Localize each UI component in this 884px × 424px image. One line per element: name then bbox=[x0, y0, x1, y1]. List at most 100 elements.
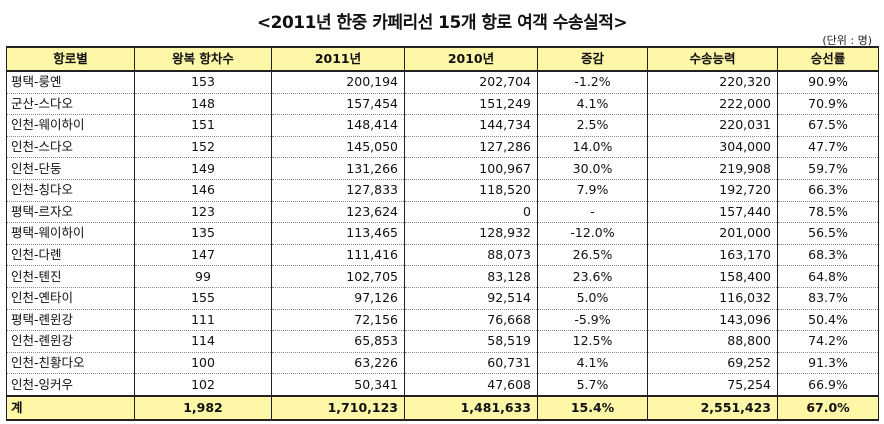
cell-change: 23.6% bbox=[537, 265, 648, 288]
cell-round-trips: 153 bbox=[134, 71, 272, 94]
cell-round-trips: 123 bbox=[134, 201, 272, 224]
cell-capacity: 219,908 bbox=[647, 157, 778, 180]
total-round-trips: 1,982 bbox=[134, 394, 272, 421]
cell-capacity: 222,000 bbox=[647, 93, 778, 116]
total-load-factor: 67.0% bbox=[777, 394, 879, 421]
cell-round-trips: 149 bbox=[134, 157, 272, 180]
unit-label: (단위 : 명) bbox=[822, 34, 872, 47]
cell-change: 4.1% bbox=[537, 352, 648, 375]
cell-year-2011: 148,414 bbox=[271, 114, 405, 137]
table-row: 인천-웨이하이 151 148,414 144,734 2.5% 220,031 67.5% bbox=[6, 114, 879, 137]
cell-round-trips: 111 bbox=[134, 309, 272, 332]
cell-year-2011: 113,465 bbox=[271, 222, 405, 245]
cell-year-2010: 92,514 bbox=[404, 287, 538, 310]
table-row: 군산-스다오 148 157,454 151,249 4.1% 222,000 70.9% bbox=[6, 93, 879, 116]
cell-capacity: 163,170 bbox=[647, 244, 778, 267]
table-row: 인천-잉커우 102 50,341 47,608 5.7% 75,254 66.9% bbox=[6, 373, 879, 397]
cell-round-trips: 100 bbox=[134, 352, 272, 375]
table-row: 인천-다롄 147 111,416 88,073 26.5% 163,170 68.3% bbox=[6, 244, 879, 267]
cell-round-trips: 99 bbox=[134, 265, 272, 288]
header-round-trips: 왕복 항차수 bbox=[134, 46, 272, 72]
cell-load-factor: 91.3% bbox=[777, 352, 879, 375]
cell-capacity: 69,252 bbox=[647, 352, 778, 375]
cell-change: 5.0% bbox=[537, 287, 648, 310]
cell-route: 평택-룽옌 bbox=[6, 71, 135, 94]
cell-load-factor: 66.9% bbox=[777, 373, 879, 397]
table-row: 인천-친황다오 100 63,226 60,731 4.1% 69,252 91.3% bbox=[6, 352, 879, 375]
cell-route: 인천-단둥 bbox=[6, 157, 135, 180]
cell-round-trips: 147 bbox=[134, 244, 272, 267]
cell-year-2010: 88,073 bbox=[404, 244, 538, 267]
cell-route: 인천-롄윈강 bbox=[6, 330, 135, 353]
table-row: 인천-스다오 152 145,050 127,286 14.0% 304,000 47.7% bbox=[6, 136, 879, 159]
cell-capacity: 143,096 bbox=[647, 309, 778, 332]
header-change: 증감 bbox=[537, 46, 648, 72]
table-row: 평택-르자오 123 123,624 0-157,440 78.5% bbox=[6, 201, 879, 224]
cell-load-factor: 64.8% bbox=[777, 265, 879, 288]
cell-route: 평택-롄윈강 bbox=[6, 309, 135, 332]
header-2011: 2011년 bbox=[271, 46, 405, 72]
total-2011: 1,710,123 bbox=[271, 394, 405, 421]
cell-load-factor: 90.9% bbox=[777, 71, 879, 94]
cell-capacity: 75,254 bbox=[647, 373, 778, 397]
cell-route: 인천-친황다오 bbox=[6, 352, 135, 375]
cell-year-2010: 76,668 bbox=[404, 309, 538, 332]
cell-change: 30.0% bbox=[537, 157, 648, 180]
cell-year-2010: 47,608 bbox=[404, 373, 538, 397]
cell-capacity: 88,800 bbox=[647, 330, 778, 353]
cell-load-factor: 68.3% bbox=[777, 244, 879, 267]
cell-year-2011: 145,050 bbox=[271, 136, 405, 159]
cell-year-2010: 202,704 bbox=[404, 71, 538, 94]
cell-change: 4.1% bbox=[537, 93, 648, 116]
cell-capacity: 192,720 bbox=[647, 179, 778, 202]
cell-change: -12.0% bbox=[537, 222, 648, 245]
table-row: 인천-롄윈강 114 65,853 58,519 12.5% 88,800 74.2% bbox=[6, 330, 879, 353]
header-2010: 2010년 bbox=[404, 46, 538, 72]
table-row: 인천-칭다오 146 127,833 118,520 7.9% 192,720 66.3% bbox=[6, 179, 879, 202]
cell-year-2011: 63,226 bbox=[271, 352, 405, 375]
cell-round-trips: 151 bbox=[134, 114, 272, 137]
cell-round-trips: 152 bbox=[134, 136, 272, 159]
cell-year-2011: 123,624 bbox=[271, 201, 405, 224]
cell-change: - bbox=[537, 201, 648, 224]
cell-year-2011: 97,126 bbox=[271, 287, 405, 310]
cell-round-trips: 114 bbox=[134, 330, 272, 353]
cell-year-2010: 127,286 bbox=[404, 136, 538, 159]
cell-change: 26.5% bbox=[537, 244, 648, 267]
table-title: <2011년 한중 카페리선 15개 항로 여객 수송실적> bbox=[256, 13, 628, 33]
header-route: 항로별 bbox=[6, 46, 135, 72]
table-row: 평택-롄윈강 111 72,156 76,668 -5.9% 143,096 50.4% bbox=[6, 309, 879, 332]
cell-year-2010: 83,128 bbox=[404, 265, 538, 288]
cell-change: -5.9% bbox=[537, 309, 648, 332]
cell-round-trips: 155 bbox=[134, 287, 272, 310]
cell-year-2011: 111,416 bbox=[271, 244, 405, 267]
cell-load-factor: 56.5% bbox=[777, 222, 879, 245]
header-row: 항로별 왕복 항차수 2011년 2010년 증감 수송능력 승선률 bbox=[6, 46, 879, 72]
cell-change: 7.9% bbox=[537, 179, 648, 202]
table-row: 인천-단둥 149 131,266 100,967 30.0% 219,908 59.7% bbox=[6, 157, 879, 180]
cell-load-factor: 70.9% bbox=[777, 93, 879, 116]
total-change: 15.4% bbox=[537, 394, 648, 421]
cell-round-trips: 148 bbox=[134, 93, 272, 116]
table-body: 평택-룽옌 153 200,194 202,704 -1.2% 220,320 90.9% 군… bbox=[6, 71, 879, 397]
cell-year-2011: 72,156 bbox=[271, 309, 405, 332]
cell-route: 인천-칭다오 bbox=[6, 179, 135, 202]
cell-year-2011: 102,705 bbox=[271, 265, 405, 288]
cell-round-trips: 135 bbox=[134, 222, 272, 245]
table-row: 인천-톈진 99 102,705 83,128 23.6% 158,400 64.8% bbox=[6, 265, 879, 288]
cell-year-2011: 65,853 bbox=[271, 330, 405, 353]
cell-year-2011: 127,833 bbox=[271, 179, 405, 202]
cell-year-2011: 50,341 bbox=[271, 373, 405, 397]
cell-capacity: 304,000 bbox=[647, 136, 778, 159]
total-2010: 1,481,633 bbox=[404, 394, 538, 421]
cell-load-factor: 66.3% bbox=[777, 179, 879, 202]
cell-route: 인천-톈진 bbox=[6, 265, 135, 288]
cell-capacity: 158,400 bbox=[647, 265, 778, 288]
cell-load-factor: 67.5% bbox=[777, 114, 879, 137]
cell-load-factor: 83.7% bbox=[777, 287, 879, 310]
cell-year-2010: 100,967 bbox=[404, 157, 538, 180]
cell-round-trips: 146 bbox=[134, 179, 272, 202]
cell-route: 군산-스다오 bbox=[6, 93, 135, 116]
cell-route: 인천-스다오 bbox=[6, 136, 135, 159]
cell-capacity: 116,032 bbox=[647, 287, 778, 310]
